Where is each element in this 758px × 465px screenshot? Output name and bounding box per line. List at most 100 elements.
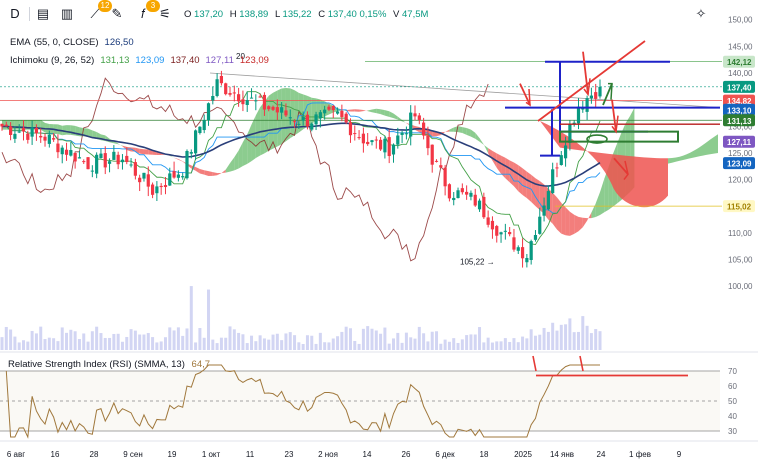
candle — [271, 105, 275, 111]
volume-bar — [112, 333, 116, 350]
indicators-icon[interactable]: ⟋ 12 — [84, 0, 112, 25]
candle-body — [417, 115, 421, 120]
candle-body — [133, 162, 137, 176]
candle-body — [542, 205, 546, 216]
green-arrow — [602, 83, 613, 106]
candle — [275, 99, 279, 121]
candle — [417, 112, 421, 125]
price-tag-bg — [723, 135, 755, 148]
ichimoku-legend[interactable]: Ichimoku (9, 26, 52) 131,13 123,09 137,40 127… — [10, 55, 269, 66]
volume-bar — [396, 332, 400, 350]
future-cloud-bull — [668, 134, 718, 164]
volume-bar — [219, 337, 223, 350]
candle — [56, 134, 60, 159]
candles-icon[interactable]: ▥ — [60, 6, 74, 21]
volume-bar — [460, 339, 464, 350]
volume-bar — [60, 327, 64, 350]
volume-bar — [447, 341, 451, 350]
cloud-segment — [496, 153, 502, 174]
candle-body — [86, 157, 90, 170]
price-tag-text: 131,13 — [727, 117, 752, 126]
candle — [198, 126, 202, 135]
candle-body — [129, 164, 133, 166]
volume-bar — [77, 339, 81, 350]
settings-sliders-icon[interactable]: ⚟ — [159, 6, 171, 21]
volume-bar — [52, 338, 56, 350]
cloud-segment — [178, 159, 183, 162]
volume-bar — [499, 341, 503, 350]
candle — [370, 139, 374, 146]
candle — [47, 130, 51, 148]
candle-body — [473, 194, 477, 206]
candle — [228, 86, 232, 97]
candle-body — [26, 133, 30, 140]
volume-bar — [146, 333, 150, 350]
rsi-tick-label: 30 — [728, 427, 737, 436]
x-tick-label: 6 авг — [7, 450, 25, 459]
volume-bar — [254, 341, 258, 350]
cloud-segment — [230, 157, 235, 172]
candle-body — [546, 191, 550, 210]
candle-body — [155, 186, 159, 194]
price-tag-bg — [723, 103, 755, 116]
interval-button[interactable]: D — [10, 6, 20, 21]
volume-bar — [357, 343, 361, 350]
candle-body — [224, 83, 228, 95]
candle — [245, 91, 249, 112]
volume-bar — [435, 331, 439, 350]
candle-body — [21, 127, 26, 132]
cloud-segment — [40, 120, 46, 133]
candle — [460, 183, 464, 195]
volume-bar — [288, 332, 292, 350]
candle-body — [443, 167, 447, 187]
candle — [26, 130, 30, 144]
candle-body — [344, 113, 348, 123]
candle-body — [499, 232, 503, 235]
candle-body — [327, 106, 331, 110]
rsi-arrow-2 — [579, 355, 584, 372]
ema-line — [1, 122, 601, 187]
candle — [357, 130, 361, 140]
candle-body — [323, 109, 327, 114]
ichimoku-value-2: 137,40 — [170, 55, 200, 66]
volume-bar — [185, 328, 189, 350]
candle-body — [142, 172, 146, 179]
cloud-segment — [393, 113, 398, 120]
volume-bar — [538, 334, 542, 350]
candle — [4, 121, 8, 127]
x-tick-label: 18 — [480, 450, 489, 459]
candle — [546, 185, 550, 211]
candle-body — [409, 112, 413, 137]
candle-body — [301, 116, 305, 121]
volume-bar — [417, 326, 421, 350]
candle-body — [378, 139, 383, 150]
ema-legend[interactable]: EMA (55, 0, CLOSE) 126,50 — [10, 37, 134, 48]
volume-bar — [387, 343, 391, 350]
volume-bar — [546, 331, 550, 350]
red-arrow-4-head — [623, 160, 629, 181]
candle — [473, 188, 477, 207]
volume-bar — [503, 338, 507, 350]
sparkle-icon[interactable]: ✧ — [695, 6, 707, 21]
candle — [9, 122, 13, 141]
candle-body — [370, 140, 374, 143]
candle-body — [107, 161, 112, 164]
candle — [262, 92, 267, 116]
candle — [396, 127, 400, 149]
volume-bar — [478, 327, 482, 350]
candle-body — [404, 133, 409, 135]
price-tag-text: 127,11 — [727, 138, 752, 147]
cloud-segment — [561, 202, 566, 236]
volume-bar — [551, 322, 555, 350]
cloud-segment — [204, 170, 209, 176]
volume-bar — [542, 327, 546, 350]
drawing-icon[interactable]: ✎ — [111, 6, 123, 21]
bar-style-icon[interactable]: ▤ — [36, 6, 50, 21]
x-tick-label: 9 сен — [123, 450, 143, 459]
rsi-legend[interactable]: Relative Strength Index (RSI) (SMMA, 13)… — [8, 359, 211, 370]
candle — [95, 152, 99, 179]
candle — [361, 127, 365, 153]
candle-body — [116, 154, 120, 165]
